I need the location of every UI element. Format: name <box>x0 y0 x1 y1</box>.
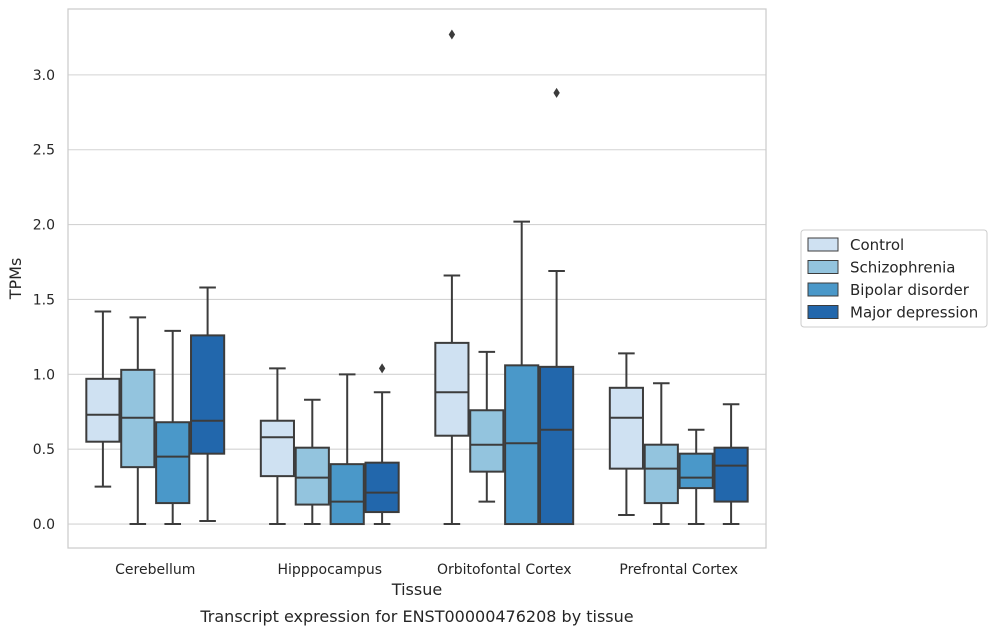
legend-swatch <box>807 237 839 252</box>
y-tick-label: 1.5 <box>33 292 55 308</box>
box-major-depression <box>364 363 400 526</box>
iqr-box <box>259 419 295 478</box>
iqr-box <box>294 446 330 506</box>
plot-frame <box>67 8 767 549</box>
box-control <box>608 352 644 517</box>
y-tick-label: 2.5 <box>33 143 55 159</box>
box-bipolar-disorder <box>155 329 191 526</box>
box-schizophrenia <box>469 350 505 503</box>
iqr-box <box>469 409 505 473</box>
iqr-box <box>643 443 679 505</box>
outlier-marker <box>553 87 560 98</box>
box-schizophrenia <box>643 382 679 526</box>
iqr-box <box>85 377 121 443</box>
iqr-box <box>434 341 470 437</box>
iqr-box <box>504 364 540 526</box>
box-major-depression <box>713 403 749 526</box>
x-tick-label: Hipppocampus <box>277 562 382 578</box>
x-tick-label: Prefrontal Cortex <box>619 562 738 578</box>
box-bipolar-disorder <box>678 428 714 526</box>
box-schizophrenia <box>294 398 330 526</box>
legend: Control Schizophrenia Bipolar disorder Majo… <box>800 229 988 328</box>
chart-caption: Transcript expression for ENST0000047620… <box>199 607 633 626</box>
y-tick-label: 1.0 <box>33 367 55 383</box>
legend-items: Control Schizophrenia Bipolar disorder Majo… <box>807 236 978 322</box>
box-major-depression <box>190 286 226 523</box>
y-tick-label: 0.5 <box>33 442 55 458</box>
iqr-box <box>329 463 365 526</box>
box-schizophrenia <box>120 316 156 526</box>
box-bipolar-disorder <box>329 373 365 526</box>
legend-swatch <box>807 282 839 297</box>
iqr-box <box>608 386 644 470</box>
y-tick-labels: 0.0 0.5 1.0 1.5 2.0 2.5 3.0 <box>33 68 55 533</box>
legend-swatch <box>807 260 839 274</box>
legend-label: Control <box>850 236 904 254</box>
box-control <box>85 310 121 488</box>
iqr-box <box>678 452 714 490</box>
legend-swatch <box>807 305 839 319</box>
legend-label: Schizophrenia <box>850 259 955 277</box>
legend-label: Bipolar disorder <box>850 281 970 299</box>
outlier-marker <box>378 363 386 374</box>
iqr-box <box>155 421 191 505</box>
y-tick-label: 2.0 <box>33 218 55 234</box>
x-tick-label: Orbitofontal Cortex <box>437 562 572 578</box>
x-tick-labels: Cerebellum Hipppocampus Orbitofontal Corte… <box>115 562 738 578</box>
legend-frame <box>800 229 988 328</box>
legend-label: Major depression <box>850 304 978 322</box>
iqr-box <box>713 446 749 503</box>
box-bipolar-disorder <box>504 220 540 526</box>
y-tick-label: 3.0 <box>33 68 55 84</box>
iqr-box <box>190 334 226 455</box>
box-control <box>434 29 470 526</box>
boxes <box>85 29 749 526</box>
y-axis-label: TPMs <box>6 258 25 301</box>
x-tick-label: Cerebellum <box>115 562 195 578</box>
outlier-marker <box>448 29 456 40</box>
box-control <box>259 367 295 526</box>
iqr-box <box>364 461 400 514</box>
box-major-depression <box>539 87 575 526</box>
y-tick-label: 0.0 <box>33 517 55 533</box>
x-axis-label: Tissue <box>391 580 442 599</box>
iqr-box <box>539 365 575 526</box>
